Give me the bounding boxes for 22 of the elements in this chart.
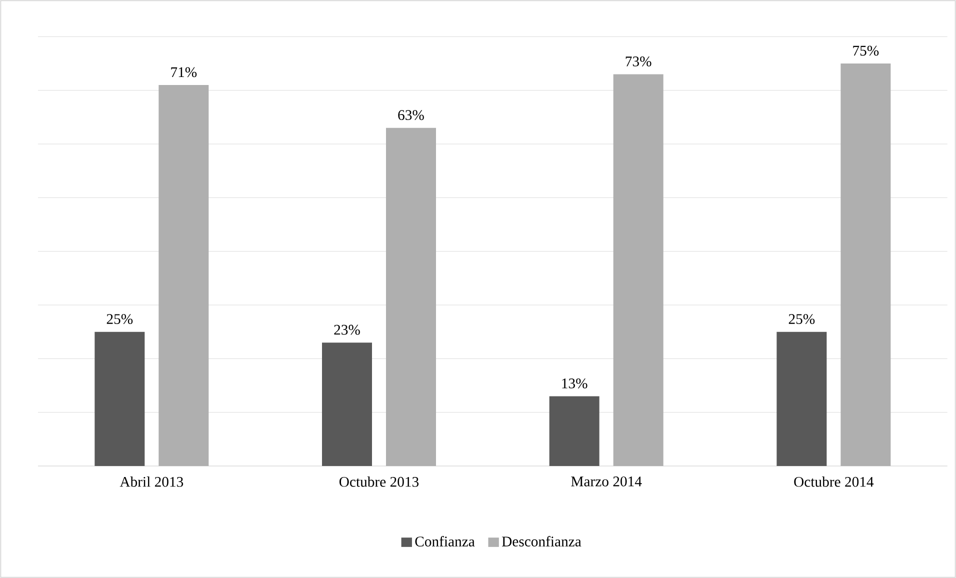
data-label: 73% — [626, 56, 652, 66]
bar — [840, 64, 891, 466]
data-label: 13% — [562, 378, 588, 388]
x-tick-label: Octubre 2013 — [339, 476, 419, 487]
bar — [386, 128, 436, 466]
x-tick-label: Abril 2013 — [120, 476, 184, 487]
bar — [94, 332, 145, 466]
data-label: 25% — [106, 314, 133, 324]
data-label: 71% — [171, 67, 197, 78]
x-tick-label: Octubre 2014 — [794, 476, 874, 487]
data-label: 23% — [334, 324, 360, 335]
data-label: 75% — [853, 46, 879, 56]
data-label: 63% — [398, 110, 424, 120]
bar — [158, 84, 209, 466]
x-tick-label: Marzo 2014 — [571, 476, 642, 486]
data-label: 25% — [788, 314, 815, 324]
bar — [613, 74, 664, 466]
legend-label: Confianza — [415, 536, 475, 546]
legend-label: Desconfianza — [502, 536, 582, 546]
bar — [549, 396, 600, 466]
bar — [776, 332, 827, 466]
bar — [322, 342, 372, 466]
